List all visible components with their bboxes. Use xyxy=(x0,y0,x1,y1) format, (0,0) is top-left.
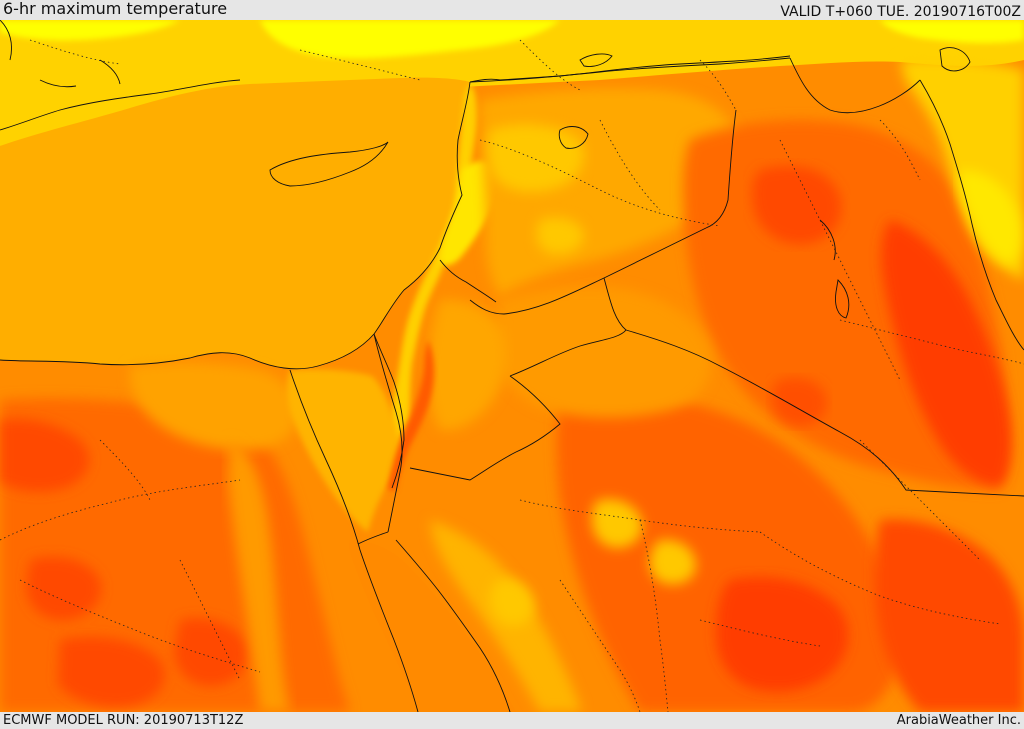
saudi-red-patch-2 xyxy=(874,519,1024,712)
saudi-red-patch-3 xyxy=(771,377,827,426)
jordan-valley-hot-strip xyxy=(388,340,435,490)
syria-yellow-patches xyxy=(487,124,584,255)
coastlines xyxy=(0,20,1024,712)
jordan-desert-lighter xyxy=(427,299,507,431)
valid-time: VALID T+060 TUE. 20190716T00Z xyxy=(780,4,1021,20)
nile-delta-cooler xyxy=(129,362,297,450)
jordan-desert-orange xyxy=(495,286,712,418)
egypt-red-patches xyxy=(0,418,248,707)
iraq-red-patch xyxy=(752,166,842,245)
levant-coast-strip xyxy=(384,82,478,452)
nile-valley-strip xyxy=(228,440,290,712)
temperature-map xyxy=(0,20,1024,712)
mediterranean-sea xyxy=(0,77,470,369)
iraq-red-core xyxy=(881,220,1012,486)
sinai-orange xyxy=(287,369,400,532)
hejaz-yellow-patches xyxy=(490,499,696,626)
map-svg xyxy=(0,20,1024,712)
red-sea xyxy=(349,540,516,712)
lebanon-mountains-yellow xyxy=(440,161,497,266)
provincial-borders xyxy=(0,39,1024,712)
header-bar: 6-hr maximum temperature VALID T+060 TUE… xyxy=(0,0,1024,20)
model-run-label: ECMWF MODEL RUN: 20190713T12Z xyxy=(3,713,244,728)
iran-yellow-core xyxy=(959,170,1022,264)
credit-label: ArabiaWeather Inc. xyxy=(896,713,1021,728)
map-title: 6-hr maximum temperature xyxy=(3,0,228,18)
saudi-red-core xyxy=(716,577,849,692)
footer-bar: ECMWF MODEL RUN: 20190713T12Z ArabiaWeat… xyxy=(0,712,1024,729)
north-yellow-band xyxy=(0,20,1024,146)
north-bright-yellow-patches xyxy=(0,20,1024,59)
